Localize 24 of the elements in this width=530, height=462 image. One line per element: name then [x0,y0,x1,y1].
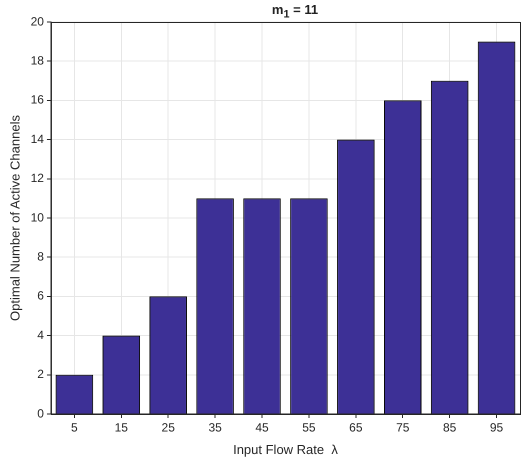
x-tick-label: 95 [490,420,504,435]
y-tick-label: 0 [37,406,44,420]
chart-title: m$_{1}$ = 11 [270,2,320,21]
x-tick-label: 65 [349,420,363,435]
y-axis-title: Optimal Number of Active Channels [7,114,22,321]
x-tick-label: 85 [442,420,457,435]
y-tick-label: 12 [30,171,44,186]
y-tick-label: 10 [30,210,44,224]
x-tick-label: 55 [302,420,316,435]
y-tick-label: 14 [30,132,44,146]
y-tick-label: 2 [37,367,44,382]
y-tick-label: 16 [30,92,44,107]
y-tick-label: 4 [37,328,44,342]
y-tick-label: 8 [37,250,44,264]
x-tick-label: 5 [71,420,78,435]
x-tick-label: 45 [255,420,270,435]
x-tick-label: 35 [208,420,222,435]
y-tick-label: 20 [30,14,44,28]
x-tick-label: 25 [162,420,176,435]
x-axis-title: Input Flow Rate λ [233,442,338,457]
x-tick-label: 15 [114,420,128,435]
y-tick-label: 18 [30,54,44,68]
y-tick-label: 6 [37,288,44,303]
x-tick-label: 75 [396,420,410,435]
